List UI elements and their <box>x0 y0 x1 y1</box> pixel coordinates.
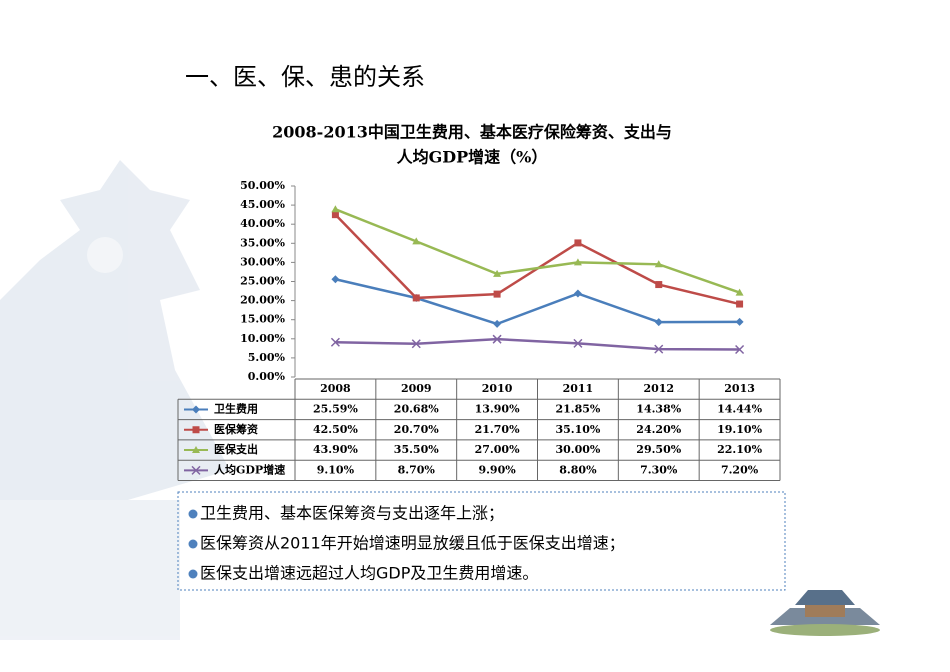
marker <box>331 211 339 219</box>
marker <box>735 288 744 296</box>
table-value: 24.20% <box>636 423 681 436</box>
pagoda-decoration <box>770 590 880 636</box>
legend-label: 人均GDP增速 <box>214 462 285 476</box>
bullet-text: 医保支出增速远超过人均GDP及卫生费用增速。 <box>200 564 538 583</box>
marker <box>192 405 200 414</box>
y-tick-label: 15.00% <box>240 313 285 326</box>
table-value: 43.90% <box>313 443 358 456</box>
marker <box>191 465 201 475</box>
chart-title: 2008-2013中国卫生费用、基本医疗保险筹资、支出与 <box>272 123 672 142</box>
slide-heading: 一、医、保、患的关系 <box>185 63 425 91</box>
marker <box>573 258 582 266</box>
table-value: 14.38% <box>636 402 681 415</box>
table-value: 21.70% <box>475 423 520 436</box>
table-value: 35.10% <box>555 423 600 436</box>
table-value: 29.50% <box>636 443 681 456</box>
table-value: 22.10% <box>717 443 762 456</box>
legend-label: 卫生费用 <box>214 401 258 415</box>
bullet-text: 医保筹资从2011年开始增速明显放缓且低于医保支出增速； <box>200 534 625 553</box>
marker <box>654 318 663 327</box>
table-value: 20.70% <box>394 423 439 436</box>
table-value: 13.90% <box>475 402 520 415</box>
table-value: 14.44% <box>717 402 762 415</box>
chart-title: 人均GDP增速（%） <box>397 148 548 167</box>
x-tick-label: 2012 <box>643 382 674 395</box>
legend-label: 医保支出 <box>214 442 258 456</box>
x-tick-label: 2008 <box>320 382 351 395</box>
y-tick-label: 35.00% <box>240 236 285 249</box>
x-tick-label: 2013 <box>724 382 755 395</box>
y-tick-label: 10.00% <box>240 332 285 345</box>
table-value: 35.50% <box>394 443 439 456</box>
y-tick-label: 45.00% <box>240 198 285 211</box>
table-value: 19.10% <box>717 423 762 436</box>
background-tower <box>0 160 230 640</box>
bullet-box <box>177 491 786 591</box>
marker <box>735 317 744 326</box>
legend-label: 医保筹资 <box>214 422 258 436</box>
y-tick-label: 40.00% <box>240 217 285 230</box>
marker <box>192 446 200 454</box>
marker <box>655 281 663 289</box>
y-tick-label: 30.00% <box>240 255 285 268</box>
table-value: 7.20% <box>721 463 759 476</box>
marker <box>192 426 200 434</box>
marker <box>412 294 420 302</box>
x-tick-label: 2011 <box>563 382 594 395</box>
y-tick-label: 25.00% <box>240 275 285 288</box>
y-tick-label: 20.00% <box>240 294 285 307</box>
table-value: 42.50% <box>313 423 358 436</box>
bullet-dot <box>188 539 198 549</box>
table-value: 20.68% <box>394 402 439 415</box>
table-value: 8.70% <box>398 463 436 476</box>
table-value: 7.30% <box>640 463 678 476</box>
x-tick-label: 2010 <box>482 382 513 395</box>
y-tick-label: 5.00% <box>248 351 286 364</box>
marker <box>573 338 583 348</box>
bullet-dot <box>188 509 198 519</box>
marker <box>573 289 582 298</box>
bullet-dot <box>188 569 198 579</box>
table-value: 9.10% <box>317 463 355 476</box>
marker <box>493 269 502 277</box>
marker <box>736 300 744 308</box>
y-tick-label: 50.00% <box>240 179 285 192</box>
marker <box>492 334 502 344</box>
series-line <box>335 337 740 351</box>
y-tick-label: 0.00% <box>248 370 286 383</box>
bullet-text: 卫生费用、基本医保筹资与支出逐年上涨； <box>200 504 504 523</box>
series-line <box>334 213 740 306</box>
table-value: 9.90% <box>478 463 516 476</box>
x-tick-label: 2009 <box>401 382 432 395</box>
marker <box>331 275 340 284</box>
marker <box>654 260 663 268</box>
marker <box>412 237 421 245</box>
series-line <box>334 208 740 294</box>
marker <box>654 344 664 354</box>
marker <box>735 344 745 355</box>
marker <box>574 239 582 247</box>
marker <box>331 205 340 213</box>
table-value: 27.00% <box>475 443 520 456</box>
table-value: 30.00% <box>555 443 600 456</box>
table-value: 8.80% <box>559 463 597 476</box>
marker <box>493 290 501 298</box>
marker <box>411 339 421 349</box>
marker <box>330 337 340 347</box>
table-value: 21.85% <box>555 402 600 415</box>
table-value: 25.59% <box>313 402 358 415</box>
marker <box>493 319 502 328</box>
series-line <box>335 278 740 326</box>
